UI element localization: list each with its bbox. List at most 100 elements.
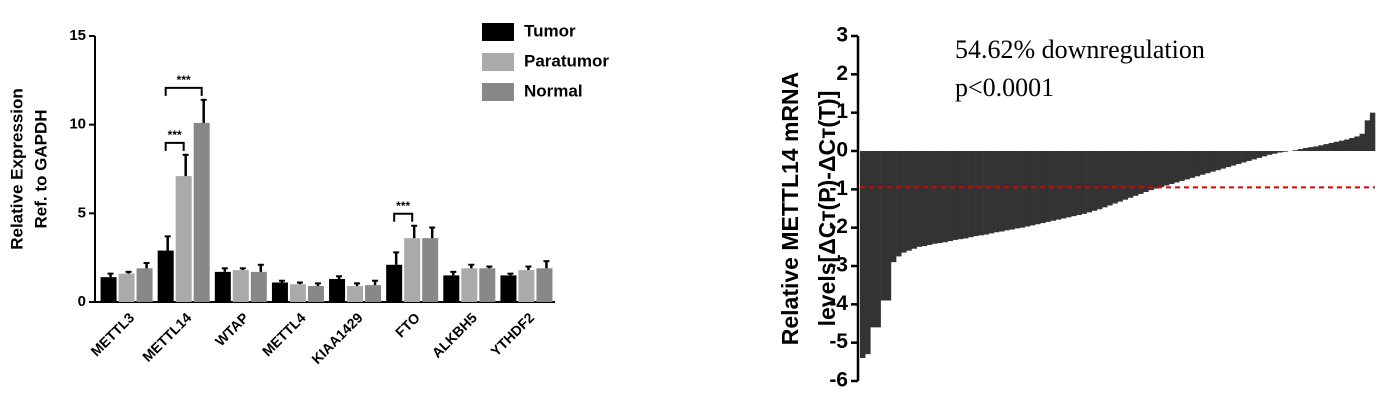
y-tick-label: 0 <box>78 293 86 310</box>
bar <box>1369 112 1376 151</box>
bar <box>1169 151 1175 184</box>
bar <box>250 271 267 302</box>
bar <box>1308 147 1314 151</box>
bar <box>1328 142 1335 151</box>
bar <box>1302 147 1309 151</box>
x-tick-label: KIAA1429 <box>308 309 366 367</box>
bar <box>1210 151 1216 172</box>
bar <box>1014 151 1020 229</box>
bar <box>1261 151 1268 157</box>
bar <box>1050 151 1056 221</box>
x-tick-label: YTHDF2 <box>487 309 537 359</box>
legend-label: Normal <box>524 81 583 100</box>
bar <box>1024 151 1031 227</box>
y-tick-label: 0 <box>836 139 848 162</box>
bar <box>1277 151 1283 153</box>
bar <box>1189 151 1196 178</box>
y-axis-label: levels[ΔCт(P)-ΔCт(T)] <box>814 91 840 327</box>
x-tick-label: METTL4 <box>259 309 309 359</box>
bar <box>1220 151 1226 169</box>
bar <box>1318 145 1324 151</box>
bar <box>1148 151 1154 191</box>
bar <box>921 151 928 247</box>
bar <box>1323 144 1329 151</box>
bar <box>1158 151 1165 188</box>
bar <box>404 238 421 302</box>
bar <box>1127 151 1134 198</box>
bar <box>443 275 460 302</box>
bar <box>932 151 938 244</box>
bar <box>1338 140 1345 151</box>
y-tick-label: 10 <box>69 116 86 133</box>
bar <box>1349 137 1355 151</box>
bar <box>1153 151 1159 189</box>
bar <box>1060 151 1067 219</box>
significance-label: *** <box>168 128 182 142</box>
bar <box>916 151 923 247</box>
y-axis-label: Relative Expression <box>7 88 26 250</box>
bar <box>1138 151 1144 194</box>
bar <box>1292 150 1299 151</box>
bar <box>1225 151 1232 168</box>
bar <box>942 151 948 243</box>
bar <box>1256 151 1262 158</box>
bar <box>136 268 153 302</box>
bar <box>1066 151 1072 218</box>
bar <box>307 286 324 302</box>
bar <box>536 268 553 302</box>
significance-bracket <box>164 141 185 151</box>
bar <box>963 151 969 239</box>
bar <box>1251 151 1257 160</box>
bar <box>968 151 974 238</box>
bar <box>1205 151 1211 174</box>
y-tick-label: 3 <box>836 24 848 47</box>
y-tick-label: -1 <box>829 177 848 200</box>
bar <box>880 151 887 301</box>
bar <box>289 284 306 302</box>
bar <box>1045 151 1051 222</box>
bar <box>271 282 288 302</box>
bar <box>999 151 1005 232</box>
bar <box>461 268 478 302</box>
bar <box>1282 151 1288 152</box>
bar <box>1112 151 1118 204</box>
bar <box>1359 133 1365 151</box>
bar <box>329 278 346 302</box>
bar <box>232 270 249 302</box>
bar <box>1272 151 1278 154</box>
bar <box>1107 151 1113 206</box>
bar <box>957 151 964 240</box>
bar <box>1241 151 1247 163</box>
legend-label: Tumor <box>524 21 576 40</box>
bar <box>1091 151 1098 211</box>
bar <box>1076 151 1082 216</box>
legend-label: Paratumor <box>524 51 609 70</box>
bar <box>1143 151 1149 193</box>
y-tick-label: 2 <box>836 62 848 85</box>
bar <box>865 151 871 355</box>
y-tick-label: -6 <box>829 369 848 392</box>
bar <box>937 151 943 243</box>
bar <box>1184 151 1190 180</box>
y-tick-label: 1 <box>836 100 848 123</box>
y-tick-label: -3 <box>829 254 848 277</box>
bar <box>947 151 953 242</box>
bar <box>901 151 907 253</box>
bar <box>100 277 117 302</box>
y-axis-label: Relative METTL14 mRNA <box>777 72 803 346</box>
x-tick-label: ALKBH5 <box>429 309 481 361</box>
bar <box>157 250 174 302</box>
bar <box>1364 120 1371 151</box>
bar <box>1055 151 1062 220</box>
bar <box>870 151 876 328</box>
bar <box>479 268 496 302</box>
annotation: p<0.0001 <box>955 73 1054 102</box>
bar <box>973 151 979 237</box>
bar <box>1297 149 1304 151</box>
bar <box>993 151 1000 233</box>
bar <box>175 176 192 302</box>
legend-swatch <box>482 53 514 71</box>
bar <box>978 151 984 236</box>
bar <box>518 270 535 302</box>
